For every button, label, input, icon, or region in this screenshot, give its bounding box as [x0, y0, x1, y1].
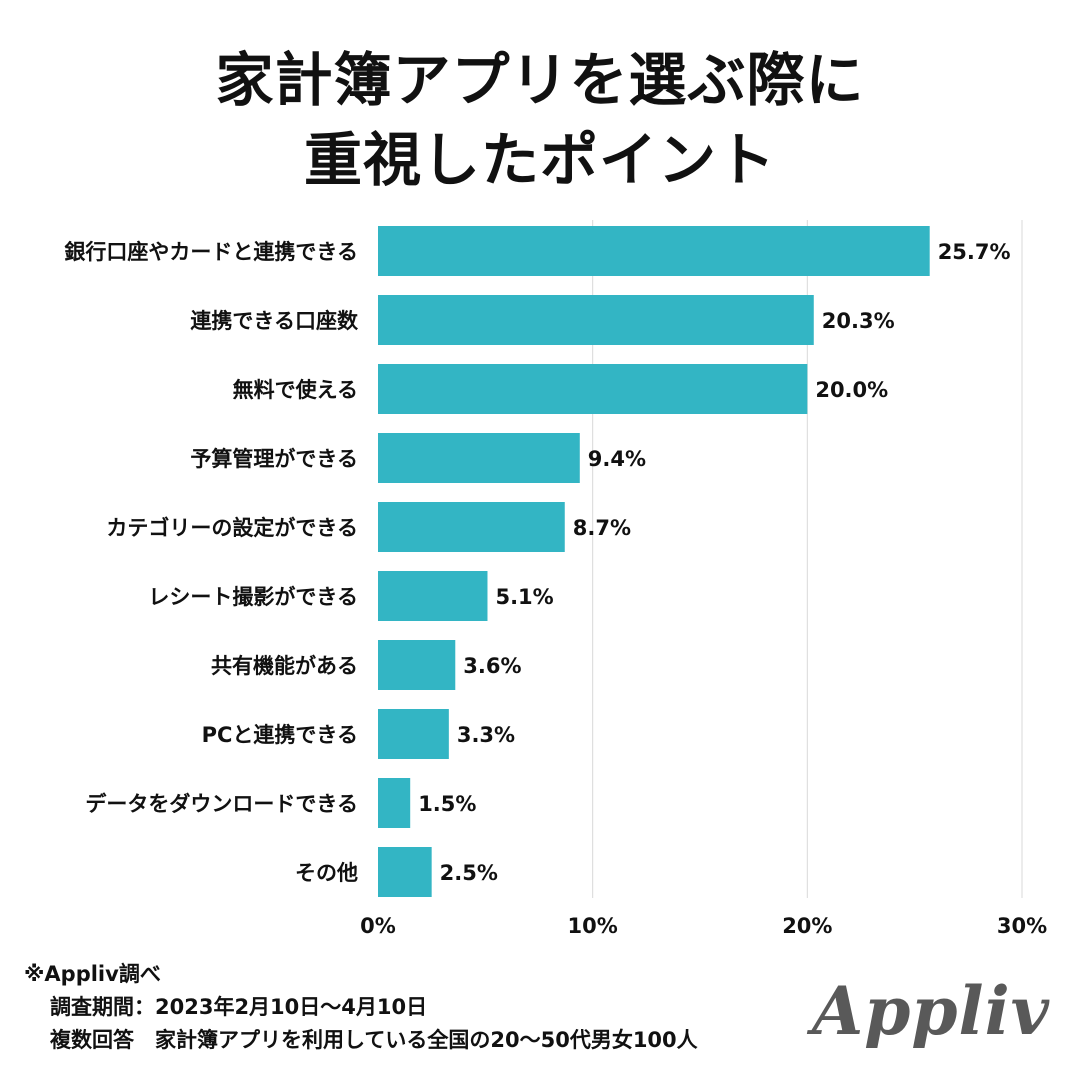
category-label: PCと連携できる: [202, 723, 358, 747]
data-label: 20.3%: [822, 309, 895, 333]
footnotes: ※Appliv調べ 調査期間：2023年2月10日～4月10日 複数回答 家計簿…: [24, 958, 698, 1057]
category-label: その他: [295, 861, 358, 885]
category-label: レシート撮影ができる: [148, 585, 358, 609]
bar: [378, 295, 814, 345]
category-label: カテゴリーの設定ができる: [106, 516, 358, 540]
appliv-logo: Appliv: [812, 972, 1050, 1050]
bar: [378, 226, 930, 276]
data-label: 20.0%: [815, 378, 888, 402]
data-label: 1.5%: [418, 792, 476, 816]
bar: [378, 433, 580, 483]
period-note: 調査期間：2023年2月10日～4月10日: [50, 995, 428, 1019]
category-label: 連携できる口座数: [190, 309, 359, 333]
bar: [378, 709, 449, 759]
bar-chart: 0% 10% 20% 30% 銀行口座やカードと連携できる 25.7% 連携できる口座数 20…: [64, 220, 1047, 938]
x-tick-label: 10%: [568, 914, 618, 938]
x-tick-label: 20%: [782, 914, 832, 938]
category-label: 銀行口座やカードと連携できる: [64, 240, 358, 264]
bar: [378, 502, 565, 552]
x-tick-label: 30%: [997, 914, 1047, 938]
data-label: 9.4%: [588, 447, 646, 471]
category-label: 無料で使える: [233, 378, 358, 402]
bar: [378, 364, 808, 414]
title-line-1: 家計簿アプリを選ぶ際に: [215, 46, 865, 114]
bar: [378, 640, 456, 690]
chart-title: 家計簿アプリを選ぶ際に 重視したポイント: [0, 40, 1080, 200]
data-label: 25.7%: [938, 240, 1011, 264]
bar: [378, 847, 432, 897]
bar: [378, 571, 488, 621]
category-label: 予算管理ができる: [190, 447, 358, 471]
data-label: 3.3%: [457, 723, 515, 747]
title-line-2: 重視したポイント: [303, 126, 776, 194]
data-label: 8.7%: [573, 516, 631, 540]
data-label: 3.6%: [463, 654, 521, 678]
category-label: 共有機能がある: [211, 654, 358, 678]
data-label: 5.1%: [495, 585, 553, 609]
bar: [378, 778, 411, 828]
category-label: データをダウンロードできる: [85, 792, 358, 816]
source-note: ※Appliv調べ: [24, 962, 161, 986]
sample-note: 複数回答 家計簿アプリを利用している全国の20～50代男女100人: [50, 1028, 698, 1052]
x-tick-label: 0%: [360, 914, 396, 938]
data-label: 2.5%: [440, 861, 498, 885]
